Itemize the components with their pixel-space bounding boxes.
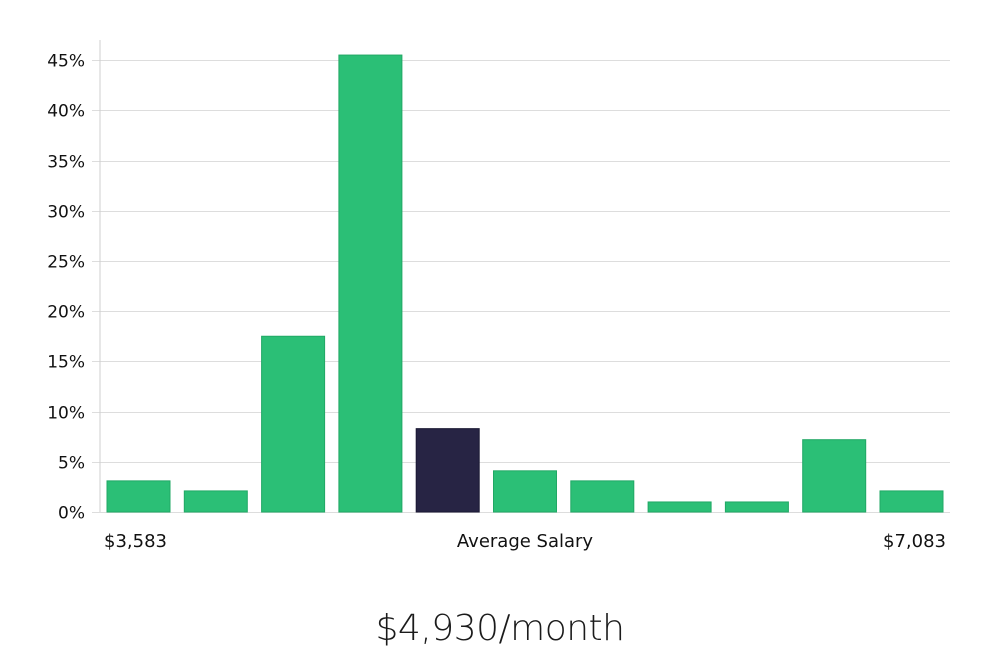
bar bbox=[106, 480, 171, 513]
y-tick-label: 35% bbox=[47, 153, 85, 173]
y-tick-label: 30% bbox=[47, 203, 85, 223]
y-tick-label: 10% bbox=[47, 404, 85, 424]
salary-histogram: 0% 5% 10% 15% 20% 25% 30% 35% 40% 45% $3,583 Avera… bbox=[47, 40, 950, 552]
bar bbox=[183, 490, 248, 513]
y-tick-label: 45% bbox=[47, 52, 85, 72]
y-tick-label: 40% bbox=[47, 102, 85, 122]
bars bbox=[106, 54, 944, 513]
y-tick-label: 15% bbox=[47, 353, 85, 373]
x-label-max-salary: $7,083 bbox=[883, 531, 946, 552]
bar-average-salary bbox=[415, 428, 480, 513]
bar bbox=[261, 335, 326, 513]
bar bbox=[493, 470, 557, 513]
x-label-min-salary: $3,583 bbox=[104, 531, 167, 552]
y-tick-label: 25% bbox=[47, 253, 85, 273]
average-salary-headline: $4,930/month bbox=[375, 608, 625, 649]
grid-lines bbox=[92, 60, 950, 513]
bar bbox=[724, 501, 789, 513]
x-label-average-salary: Average Salary bbox=[457, 531, 594, 552]
bar bbox=[802, 439, 867, 513]
y-tick-label: 0% bbox=[58, 504, 85, 524]
y-axis: 0% 5% 10% 15% 20% 25% 30% 35% 40% 45% bbox=[47, 40, 101, 524]
y-tick-label: 5% bbox=[58, 454, 85, 474]
x-axis-labels: $3,583 Average Salary $7,083 bbox=[104, 531, 946, 552]
bar bbox=[338, 54, 403, 513]
bar bbox=[879, 490, 944, 513]
bar bbox=[570, 480, 635, 513]
y-tick-label: 20% bbox=[47, 303, 85, 323]
bar bbox=[647, 501, 712, 513]
